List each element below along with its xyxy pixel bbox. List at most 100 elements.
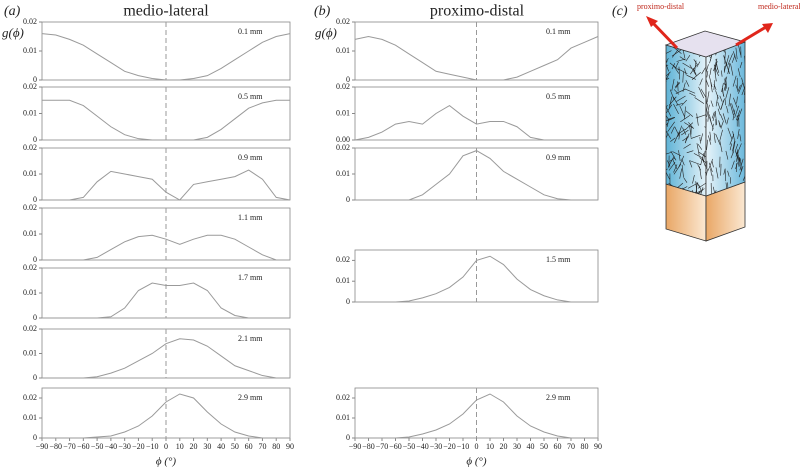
fibre (717, 101, 721, 110)
y-tick-label: 0.01 (336, 169, 350, 178)
y-tick-label: 0.00 (336, 135, 350, 144)
fibre (666, 151, 672, 157)
y-tick-label: 0.02 (336, 393, 350, 402)
y-tick-label: 0 (33, 433, 37, 442)
fibre (731, 160, 735, 170)
fibre (674, 82, 680, 88)
fibre (719, 140, 723, 153)
fibre (737, 128, 740, 139)
x-tick-label: 50 (540, 442, 548, 451)
fibre (709, 67, 712, 76)
fibre (666, 122, 669, 128)
fibre (706, 94, 708, 105)
fibre (678, 132, 681, 140)
fibre (698, 86, 704, 99)
fibre (672, 160, 678, 169)
fibre (676, 58, 686, 62)
fibre (735, 84, 739, 92)
fibre (696, 143, 700, 156)
fibre (684, 133, 690, 144)
x-tick-label: 30 (203, 442, 211, 451)
fibre (683, 143, 691, 149)
fibre (674, 126, 680, 136)
x-axis-label: ϕ (°) (466, 456, 487, 468)
x-tick-label: 70 (258, 442, 266, 451)
fibre (732, 141, 736, 154)
fibre (668, 117, 676, 121)
x-tick-label: 40 (217, 442, 225, 451)
fibre (666, 133, 669, 143)
fibre (737, 108, 743, 121)
fibre (699, 78, 703, 86)
y-tick-label: 0.02 (336, 17, 350, 26)
fibre (706, 91, 710, 103)
annotation: 2.9 mm (238, 393, 263, 402)
fibre (730, 151, 734, 159)
panel-label: (c) (612, 4, 628, 19)
fibre (727, 62, 731, 75)
x-tick-label: −40 (105, 442, 118, 451)
data-line (354, 35, 599, 81)
fibre (672, 151, 681, 156)
fibre (707, 158, 714, 171)
fibre (708, 162, 713, 173)
x-tick-label: −60 (389, 442, 402, 451)
fibre (689, 125, 692, 138)
fibre (684, 122, 694, 129)
fibre (733, 97, 738, 108)
fibre (704, 126, 706, 131)
fibre (729, 103, 734, 116)
fibre (666, 59, 669, 72)
fibre (699, 137, 701, 144)
fibre (683, 177, 688, 183)
fibre (706, 169, 708, 176)
fibre (685, 110, 694, 117)
fibre (726, 117, 729, 125)
annotation: 1.1 mm (238, 213, 263, 222)
panel-title: medio-lateral (123, 3, 209, 20)
fibre (739, 61, 743, 69)
y-tick-label: 0.01 (23, 288, 37, 297)
data-line (355, 150, 598, 201)
fibre (734, 143, 739, 152)
fibre (685, 122, 694, 131)
y-tick-label: 0.02 (23, 203, 37, 212)
fibre (738, 44, 741, 56)
fibre (713, 132, 716, 143)
data-line (42, 393, 290, 439)
x-tick-label: −50 (91, 442, 104, 451)
y-tick-label: 0.01 (23, 108, 37, 117)
fibre (722, 88, 724, 96)
fibre (669, 157, 676, 162)
annotation: 0.1 mm (238, 27, 263, 36)
data-line (355, 393, 598, 439)
panel-label: (b) (314, 4, 331, 19)
fibre (666, 73, 670, 80)
fibre (667, 117, 675, 120)
fibre (666, 77, 670, 83)
x-tick-label: −60 (77, 442, 90, 451)
y-tick-label: 0.01 (23, 348, 37, 357)
fibre (735, 47, 738, 60)
fibre (737, 85, 741, 93)
data-line (42, 99, 290, 141)
fibre (666, 106, 672, 117)
fibre (684, 88, 696, 94)
fibre (664, 135, 665, 144)
fibre (655, 178, 665, 182)
x-tick-label: −30 (118, 442, 131, 451)
y-tick-label: 0.01 (23, 169, 37, 178)
y-tick-label: 0.01 (23, 413, 37, 422)
fibre (668, 162, 676, 171)
fibre (689, 92, 696, 97)
x-axis-label: ϕ (°) (156, 456, 177, 468)
fibre (706, 104, 710, 117)
fibre (685, 55, 691, 62)
fibre (723, 83, 727, 91)
fibre (671, 78, 675, 91)
x-tick-label: 80 (272, 442, 280, 451)
fibre (678, 128, 686, 134)
fibre (666, 61, 668, 66)
fibre (666, 168, 668, 174)
